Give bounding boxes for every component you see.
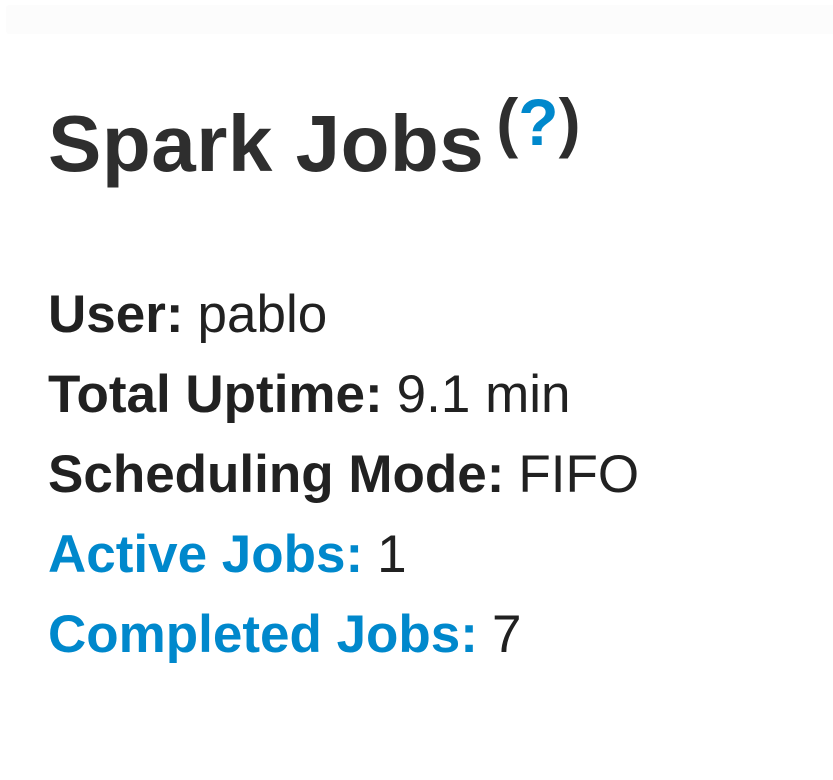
- help-superscript: (?): [496, 85, 580, 159]
- page-title-text: Spark Jobs: [48, 99, 485, 188]
- user-label: User:: [48, 285, 184, 344]
- summary-item-scheduling-mode: Scheduling Mode: FIFO: [48, 435, 813, 515]
- summary-item-total-uptime: Total Uptime: 9.1 min: [48, 355, 813, 435]
- summary-item-user: User: pablo: [48, 275, 813, 355]
- total-uptime-value: 9.1 min: [396, 365, 571, 424]
- navbar-remnant-band: [6, 5, 833, 34]
- help-paren-open: (: [496, 85, 519, 159]
- total-uptime-label: Total Uptime:: [48, 365, 383, 424]
- main-content: Spark Jobs (?) User: pablo Total Uptime: 9.…: [48, 34, 813, 675]
- active-jobs-value: 1: [377, 525, 407, 584]
- completed-jobs-link[interactable]: Completed Jobs:: [48, 605, 478, 664]
- summary-item-completed-jobs: Completed Jobs: 7: [48, 595, 813, 675]
- user-value: pablo: [197, 285, 328, 344]
- active-jobs-link[interactable]: Active Jobs:: [48, 525, 364, 584]
- page-title: Spark Jobs (?): [48, 89, 813, 192]
- help-link[interactable]: ?: [518, 85, 559, 159]
- help-paren-close: ): [558, 85, 581, 159]
- scheduling-mode-value: FIFO: [518, 445, 640, 504]
- scheduling-mode-label: Scheduling Mode:: [48, 445, 505, 504]
- summary-item-active-jobs: Active Jobs: 1: [48, 515, 813, 595]
- summary-list: User: pablo Total Uptime: 9.1 min Scheduli…: [48, 275, 813, 675]
- completed-jobs-value: 7: [491, 605, 522, 664]
